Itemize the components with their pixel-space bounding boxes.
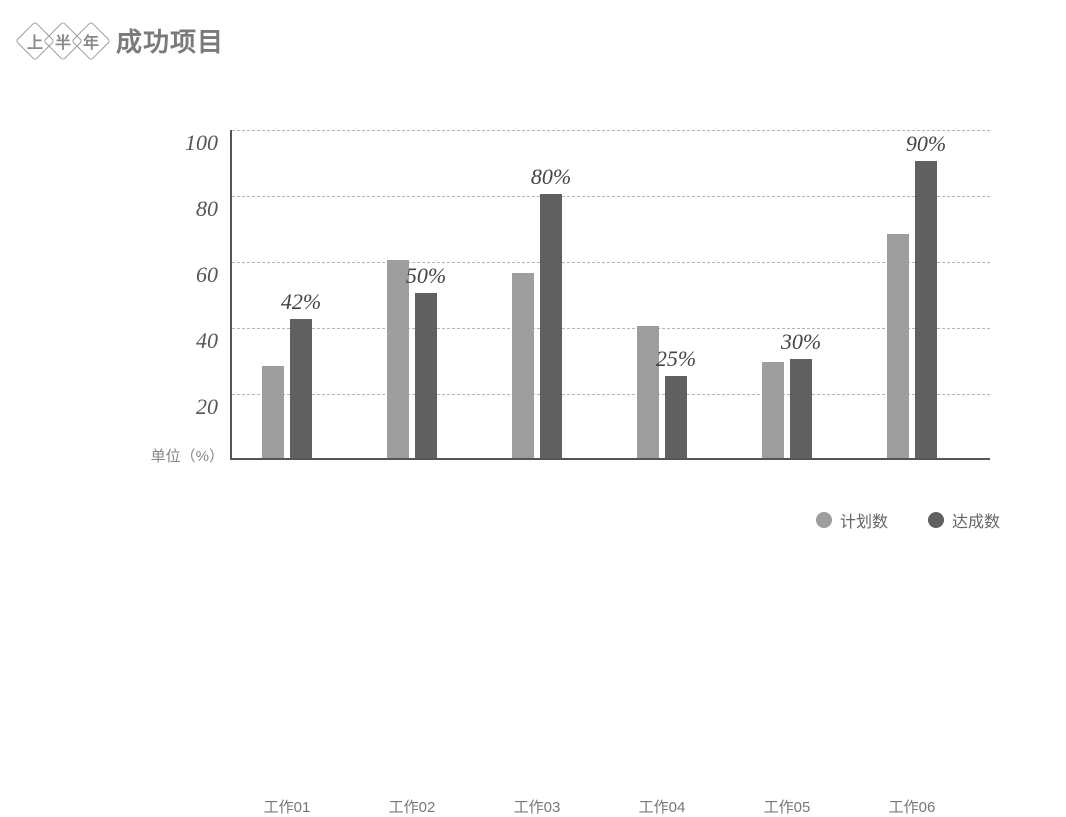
diamond-badge-group: 上 半 年 (18, 24, 102, 58)
chart-gridline (232, 196, 990, 197)
chart-unit-label: 单位（%） (151, 445, 224, 466)
legend-label: 达成数 (952, 508, 1000, 532)
chart-ytick-label: 40 (196, 328, 218, 354)
chart-xtick-label: 工作02 (389, 796, 436, 817)
legend-label: 计划数 (840, 508, 888, 532)
legend-item-plan: 计划数 (816, 508, 888, 532)
chart-gridline (232, 130, 990, 131)
chart-bar-value-label: 30% (781, 329, 821, 355)
chart-bar-plan (387, 260, 409, 458)
chart-xtick-label: 工作05 (764, 796, 811, 817)
chart: 单位（%） 2040608010042%工作0150%工作0280%工作0325… (170, 130, 1000, 510)
chart-xtick-label: 工作06 (889, 796, 936, 817)
legend-swatch (816, 512, 832, 528)
chart-bar-plan (887, 234, 909, 458)
chart-bar-plan (512, 273, 534, 458)
chart-gridline (232, 262, 990, 263)
chart-ytick-label: 20 (196, 394, 218, 420)
chart-legend: 计划数 达成数 (816, 508, 1000, 532)
chart-bar-actual: 90% (915, 161, 937, 458)
chart-bar-plan (262, 366, 284, 458)
chart-gridline (232, 394, 990, 395)
chart-plot-area: 单位（%） 2040608010042%工作0150%工作0280%工作0325… (230, 130, 990, 460)
chart-bar-plan (762, 362, 784, 458)
diamond-char: 半 (55, 29, 71, 53)
chart-ytick-label: 100 (185, 130, 218, 156)
chart-bar-actual: 50% (415, 293, 437, 458)
chart-bar-value-label: 25% (656, 346, 696, 372)
diamond-char: 年 (83, 29, 99, 53)
chart-bar-actual: 25% (665, 376, 687, 459)
chart-xtick-label: 工作01 (264, 796, 311, 817)
page-title: 成功项目 (116, 22, 224, 59)
chart-bar-value-label: 80% (531, 164, 571, 190)
chart-bar-actual: 42% (290, 319, 312, 458)
chart-bar-value-label: 90% (906, 131, 946, 157)
page-header: 上 半 年 成功项目 (18, 22, 224, 59)
chart-gridline (232, 328, 990, 329)
chart-xtick-label: 工作03 (514, 796, 561, 817)
chart-bar-value-label: 50% (406, 263, 446, 289)
legend-swatch (928, 512, 944, 528)
chart-xtick-label: 工作04 (639, 796, 686, 817)
chart-bar-value-label: 42% (281, 289, 321, 315)
legend-item-actual: 达成数 (928, 508, 1000, 532)
diamond-badge: 年 (74, 24, 108, 58)
diamond-char: 上 (27, 29, 43, 53)
chart-ytick-label: 60 (196, 262, 218, 288)
chart-bar-actual: 30% (790, 359, 812, 458)
chart-ytick-label: 80 (196, 196, 218, 222)
chart-bar-actual: 80% (540, 194, 562, 458)
